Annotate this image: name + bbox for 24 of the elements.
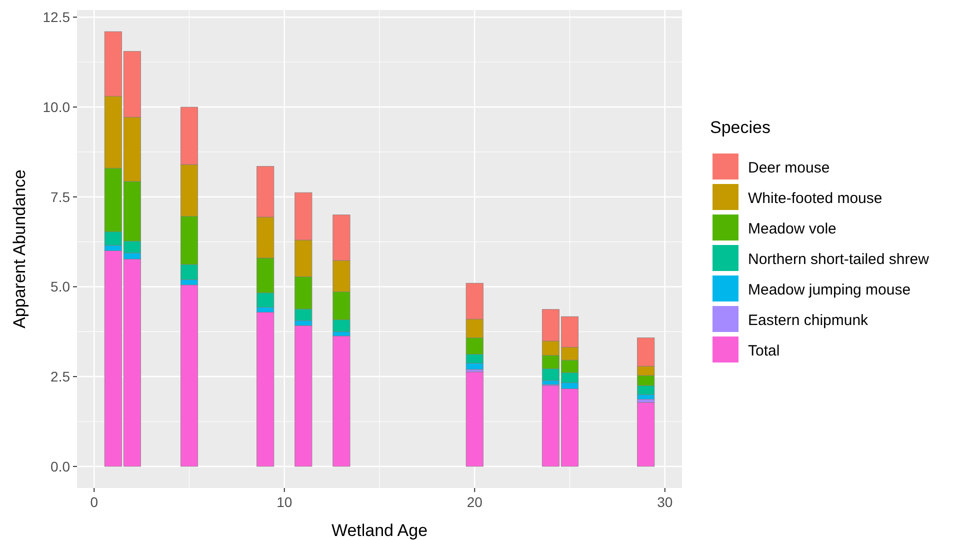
x-axis-title: Wetland Age [331, 521, 428, 540]
bar [466, 372, 484, 467]
y-tick-label: 10.0 [42, 98, 70, 115]
x-tick-label: 0 [90, 494, 98, 510]
legend-label: Meadow jumping mouse [748, 281, 911, 298]
legend-label: Total [748, 342, 780, 360]
x-tick-label: 10 [276, 494, 292, 510]
bar [332, 336, 350, 467]
x-tick-label: 20 [466, 494, 483, 510]
bar [294, 325, 312, 467]
legend-label: Deer mouse [748, 159, 830, 176]
y-tick-label: 2.5 [50, 368, 70, 384]
y-tick-label: 12.5 [42, 9, 70, 26]
y-axis-title: Apparent Abundance [10, 170, 29, 328]
legend-label: White-footed mouse [748, 190, 882, 207]
x-tick-label: 30 [657, 494, 673, 510]
y-tick-label: 0.0 [50, 458, 70, 474]
y-tick-label: 5.0 [50, 278, 70, 295]
legend-label: Meadow vole [748, 220, 836, 238]
legend-title: Species [710, 118, 770, 137]
bar [637, 402, 655, 467]
legend-label: Eastern chipmunk [748, 312, 869, 329]
legend-label: Northern short-tailed shrew [748, 250, 930, 268]
y-tick-label: 7.5 [50, 188, 70, 205]
